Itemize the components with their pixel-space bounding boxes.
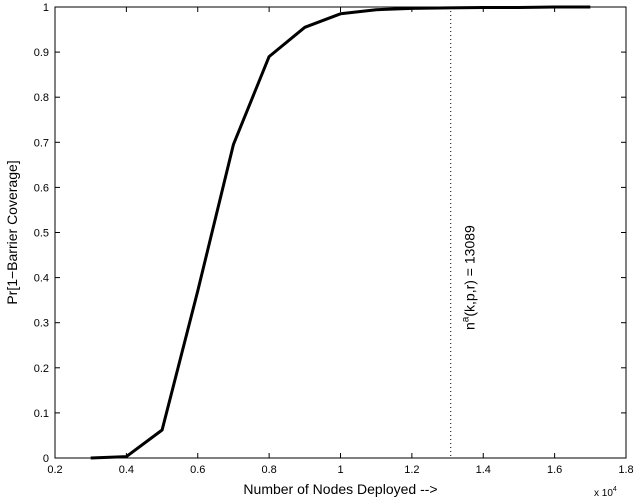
y-tick-label: 0.1 [34, 408, 49, 420]
y-axis-label: Pr[1−Barrier Coverage] [4, 160, 20, 304]
x-axis-multiplier: x 104 [594, 486, 617, 499]
x-tick-label: 1 [337, 464, 343, 476]
y-tick-label: 1 [43, 2, 49, 14]
y-tick-label: 0.6 [34, 182, 49, 194]
plot-area [54, 6, 627, 459]
y-tick-label: 0.7 [34, 137, 49, 149]
x-tick-label: 1.2 [404, 464, 419, 476]
axis-ticks: 0.2 0.4 0.6 0.8 1 1.2 1.4 1.6 1.8 0 0.1 0.2 0.3 0.4 0.… [34, 2, 634, 476]
y-tick-label: 0.2 [34, 363, 49, 375]
annotation-base: n [462, 322, 478, 330]
y-tick-label: 0.5 [34, 228, 49, 240]
y-tick-label: 0.3 [34, 318, 49, 330]
x-tick-label: 0.8 [261, 464, 276, 476]
x-tick-label: 0.6 [190, 464, 205, 476]
y-tick-label: 0 [43, 453, 49, 465]
y-tick-label: 0.9 [34, 47, 49, 59]
x-tick-label: 0.4 [119, 464, 134, 476]
x-axis-label: Number of Nodes Deployed --> [243, 481, 437, 497]
y-tick-label: 0.8 [34, 92, 49, 104]
threshold-annotation: na(k,p,r) = 13089 [461, 225, 478, 330]
y-tick-label: 0.4 [34, 273, 49, 285]
x-axis-multiplier-exponent: 4 [613, 486, 617, 493]
x-axis-multiplier-base: x 10 [594, 488, 613, 499]
annotation-rest: (k,p,r) = 13089 [462, 225, 478, 317]
x-tick-label: 0.2 [47, 464, 62, 476]
x-tick-label: 1.8 [618, 464, 633, 476]
x-tick-label: 1.6 [547, 464, 562, 476]
series-line [90, 5, 591, 460]
x-tick-label: 1.4 [476, 464, 491, 476]
annotation-sup: a [461, 316, 472, 322]
